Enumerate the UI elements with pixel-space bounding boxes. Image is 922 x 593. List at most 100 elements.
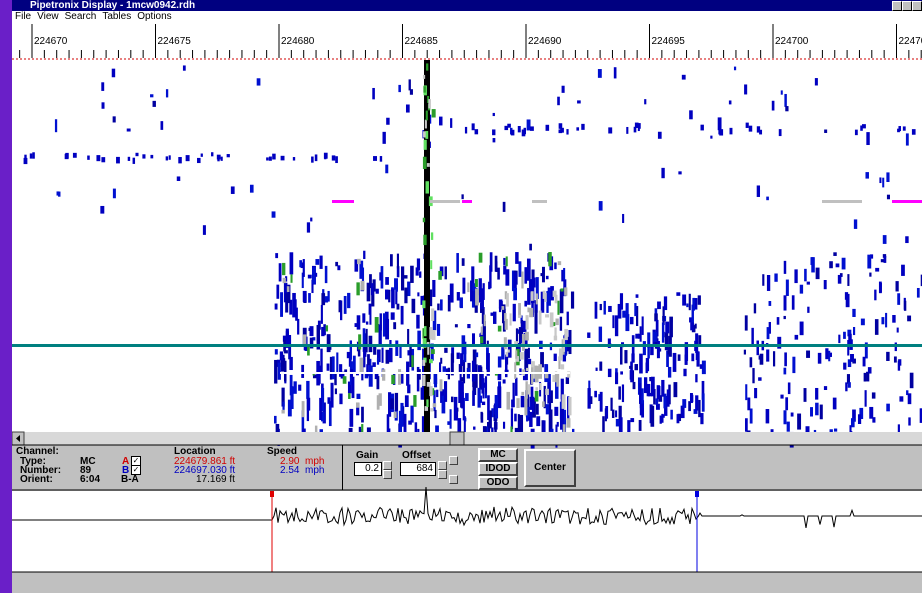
scan-signal xyxy=(760,354,764,365)
window-title: Pipetronix Display - 1mcw0942.rdh xyxy=(30,0,195,11)
scan-signal xyxy=(528,384,531,394)
scan-signal xyxy=(459,299,462,307)
scan-signal xyxy=(432,280,435,297)
minimize-button[interactable] xyxy=(892,1,902,11)
offset-input[interactable]: 684 xyxy=(400,462,436,476)
mc-button[interactable]: MC xyxy=(478,448,518,462)
gain-up[interactable] xyxy=(383,461,392,470)
scrollbar[interactable] xyxy=(12,432,922,445)
scan-signal xyxy=(487,395,490,420)
scan-signal xyxy=(639,420,642,431)
scan-signal xyxy=(571,292,574,309)
scan-signal xyxy=(559,129,563,133)
scan-signal xyxy=(347,352,350,358)
scan-signal xyxy=(426,181,429,193)
menu-item[interactable]: File xyxy=(15,11,31,22)
scan-signal xyxy=(501,306,504,310)
odo-button[interactable]: ODO xyxy=(478,476,518,490)
scan-signal xyxy=(283,278,286,283)
scan-signal xyxy=(439,362,441,373)
maximize-button[interactable] xyxy=(902,1,912,11)
scan-signal xyxy=(373,156,377,161)
scan-signal xyxy=(626,127,628,134)
scan-signal xyxy=(510,313,512,325)
gain-input[interactable]: 0.2 xyxy=(354,462,382,476)
gain-down[interactable] xyxy=(383,470,392,479)
scan-signal xyxy=(315,154,318,161)
scan-signal xyxy=(343,376,347,384)
scan-signal xyxy=(702,361,706,374)
scan-signal xyxy=(419,271,421,277)
scan-signal xyxy=(515,378,517,396)
scan-signal xyxy=(636,294,639,297)
scan-signal xyxy=(908,393,912,404)
cursor-b-handle xyxy=(695,491,699,497)
center-button[interactable]: Center xyxy=(524,449,576,487)
scan-signal xyxy=(512,383,514,407)
scan-signal xyxy=(600,392,603,412)
scan-signal xyxy=(429,386,432,396)
scan-signal xyxy=(783,410,786,424)
scan-signal xyxy=(634,127,637,133)
scan-signal xyxy=(445,266,447,279)
scan-signal xyxy=(781,90,783,94)
scan-signal xyxy=(421,387,424,399)
scan-signal xyxy=(546,404,549,414)
scan-signal xyxy=(336,352,338,372)
scan-signal xyxy=(369,304,371,325)
menu-item[interactable]: Search xyxy=(65,11,97,22)
scan-signal xyxy=(897,328,899,333)
scan-signal xyxy=(481,327,483,335)
scan-signal xyxy=(678,171,681,174)
scan-signal xyxy=(629,366,632,369)
menu-item[interactable]: Tables xyxy=(102,11,131,22)
scan-signal xyxy=(695,324,697,329)
scan-signal xyxy=(689,110,693,119)
scan-signal xyxy=(620,345,623,364)
scan-signal xyxy=(135,153,138,156)
scan-signal xyxy=(640,404,643,416)
scan-signal xyxy=(504,337,507,349)
scan-signal xyxy=(695,374,697,382)
scan-signal xyxy=(545,374,549,379)
offset-down[interactable] xyxy=(438,470,447,479)
offset-down[interactable] xyxy=(449,475,458,484)
scan-signal xyxy=(481,413,484,423)
scan-signal xyxy=(404,275,408,278)
scan-signal xyxy=(281,410,284,414)
scan-signal xyxy=(554,407,558,416)
scan-signal xyxy=(631,353,634,362)
scan-signal xyxy=(366,321,368,324)
scan-signal xyxy=(443,366,446,372)
idod-button[interactable]: IDOD xyxy=(478,462,518,476)
scan-signal xyxy=(852,309,855,317)
offset-up[interactable] xyxy=(438,461,447,470)
scan-signal xyxy=(562,394,566,409)
scan-signal xyxy=(475,129,479,134)
scan-signal xyxy=(413,395,416,407)
scan-signal xyxy=(409,79,411,90)
close-button[interactable] xyxy=(912,1,922,11)
menu-item[interactable]: Options xyxy=(137,11,171,22)
scan-signal xyxy=(440,358,442,364)
scan-signal xyxy=(806,351,810,358)
scan-signal xyxy=(642,316,644,335)
offset-up[interactable] xyxy=(449,456,458,465)
scan-signal xyxy=(24,155,26,162)
scan-signal xyxy=(784,261,786,274)
scan-signal xyxy=(843,332,846,339)
label: Gain xyxy=(356,451,378,461)
scan-signal xyxy=(444,381,447,402)
scan-signal xyxy=(536,416,540,426)
scan-signal xyxy=(183,65,186,70)
scan-signal xyxy=(518,414,520,434)
menu-item[interactable]: View xyxy=(37,11,59,22)
scan-signal xyxy=(339,300,342,312)
scan-signal xyxy=(356,394,360,399)
scan-signal xyxy=(855,130,858,136)
scan-signal xyxy=(311,157,314,163)
scan-signal xyxy=(566,129,568,134)
scan-signal xyxy=(503,379,506,383)
scan-signal xyxy=(434,378,437,387)
scroll-thumb[interactable] xyxy=(450,432,464,445)
